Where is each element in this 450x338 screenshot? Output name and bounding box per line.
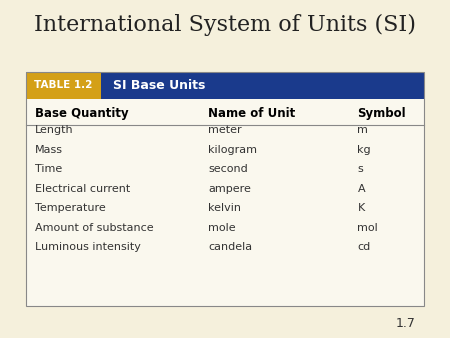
Text: cd: cd [357, 242, 371, 252]
Text: s: s [357, 164, 363, 174]
Text: mole: mole [208, 223, 236, 233]
Text: second: second [208, 164, 248, 174]
Text: K: K [357, 203, 364, 213]
Text: Symbol: Symbol [357, 107, 406, 120]
Text: ampere: ampere [208, 184, 251, 194]
Text: Time: Time [35, 164, 62, 174]
FancyBboxPatch shape [26, 99, 424, 307]
Text: Mass: Mass [35, 145, 63, 155]
FancyBboxPatch shape [26, 72, 101, 99]
Text: TABLE 1.2: TABLE 1.2 [34, 80, 93, 90]
Text: International System of Units (SI): International System of Units (SI) [34, 14, 416, 36]
Text: Name of Unit: Name of Unit [208, 107, 296, 120]
Text: Base Quantity: Base Quantity [35, 107, 128, 120]
Text: mol: mol [357, 223, 378, 233]
Text: Amount of substance: Amount of substance [35, 223, 153, 233]
Text: Electrical current: Electrical current [35, 184, 130, 194]
Text: kelvin: kelvin [208, 203, 242, 213]
Text: m: m [357, 125, 369, 136]
Text: SI Base Units: SI Base Units [113, 79, 206, 92]
Text: A: A [357, 184, 365, 194]
Text: kg: kg [357, 145, 371, 155]
Text: meter: meter [208, 125, 242, 136]
Text: Length: Length [35, 125, 73, 136]
Text: Temperature: Temperature [35, 203, 105, 213]
Text: candela: candela [208, 242, 252, 252]
Text: 1.7: 1.7 [396, 317, 415, 330]
FancyBboxPatch shape [101, 72, 424, 99]
Text: kilogram: kilogram [208, 145, 257, 155]
Text: Luminous intensity: Luminous intensity [35, 242, 140, 252]
